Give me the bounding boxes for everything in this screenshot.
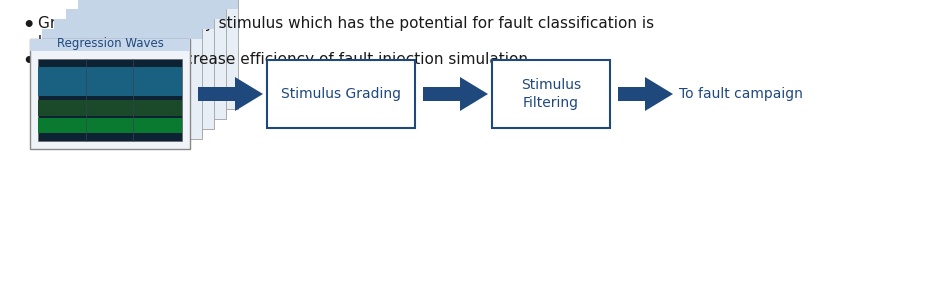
Polygon shape — [460, 77, 488, 111]
FancyBboxPatch shape — [78, 0, 238, 9]
Polygon shape — [645, 77, 673, 111]
FancyBboxPatch shape — [66, 9, 226, 19]
FancyBboxPatch shape — [54, 19, 214, 129]
Text: •: • — [22, 16, 34, 35]
FancyBboxPatch shape — [30, 39, 190, 51]
Polygon shape — [423, 87, 460, 101]
Polygon shape — [235, 77, 263, 111]
FancyBboxPatch shape — [54, 19, 214, 29]
Text: •: • — [22, 52, 34, 71]
FancyBboxPatch shape — [38, 118, 182, 133]
Polygon shape — [198, 87, 235, 101]
FancyBboxPatch shape — [267, 60, 415, 128]
Polygon shape — [618, 87, 645, 101]
FancyBboxPatch shape — [492, 60, 610, 128]
FancyBboxPatch shape — [30, 39, 190, 149]
Text: Grade stimulus so only stimulus which has the potential for fault classification: Grade stimulus so only stimulus which ha… — [38, 16, 655, 31]
Text: Filter stimulus to increase efficiency of fault injection simulation: Filter stimulus to increase efficiency o… — [38, 52, 528, 67]
FancyBboxPatch shape — [38, 67, 182, 96]
FancyBboxPatch shape — [38, 100, 182, 116]
Text: To fault campaign: To fault campaign — [679, 87, 803, 101]
FancyBboxPatch shape — [78, 0, 238, 109]
FancyBboxPatch shape — [42, 29, 202, 139]
Text: Stimulus
Filtering: Stimulus Filtering — [521, 78, 581, 110]
Text: Regression Waves: Regression Waves — [57, 36, 163, 49]
FancyBboxPatch shape — [38, 59, 182, 141]
FancyBboxPatch shape — [42, 29, 202, 39]
Text: used: used — [38, 32, 75, 47]
Text: Stimulus Grading: Stimulus Grading — [281, 87, 401, 101]
FancyBboxPatch shape — [66, 9, 226, 119]
